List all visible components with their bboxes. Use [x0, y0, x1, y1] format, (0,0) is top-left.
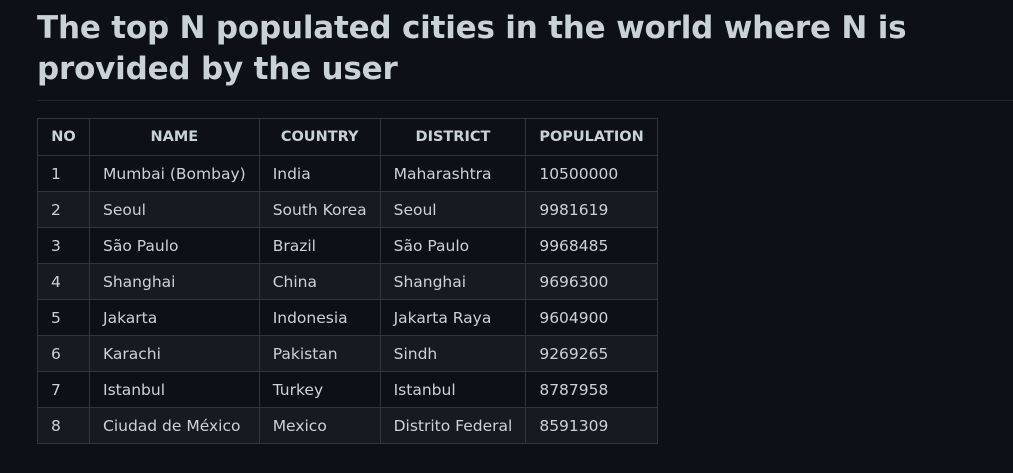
cell-population: 10500000 [525, 155, 658, 192]
cell-population: 8787958 [525, 371, 658, 408]
cell-population: 8591309 [525, 407, 658, 444]
table-row: 7 Istanbul Turkey Istanbul 8787958 [37, 371, 658, 408]
cell-country: India [258, 155, 381, 192]
table-row: 1 Mumbai (Bombay) India Maharashtra 1050… [37, 155, 658, 192]
header-population: POPULATION [525, 118, 658, 156]
cell-name: Istanbul [89, 371, 260, 408]
cell-name: Jakarta [89, 299, 260, 336]
cell-population: 9269265 [525, 335, 658, 372]
table-header-row: NO NAME COUNTRY DISTRICT POPULATION [37, 118, 658, 156]
cell-no: 6 [37, 335, 90, 372]
cell-country: South Korea [258, 191, 381, 228]
cell-population: 9968485 [525, 227, 658, 264]
cell-no: 2 [37, 191, 90, 228]
cell-district: Distrito Federal [379, 407, 527, 444]
cell-country: China [258, 263, 381, 300]
cell-name: Seoul [89, 191, 260, 228]
cell-name: Karachi [89, 335, 260, 372]
table-row: 8 Ciudad de México Mexico Distrito Feder… [37, 407, 658, 444]
cell-name: Mumbai (Bombay) [89, 155, 260, 192]
cell-name: Shanghai [89, 263, 260, 300]
cell-district: Maharashtra [379, 155, 527, 192]
table-row: 4 Shanghai China Shanghai 9696300 [37, 263, 658, 300]
header-no: NO [37, 118, 90, 156]
cell-country: Turkey [258, 371, 381, 408]
cell-no: 1 [37, 155, 90, 192]
table-row: 2 Seoul South Korea Seoul 9981619 [37, 191, 658, 228]
cities-table: NO NAME COUNTRY DISTRICT POPULATION 1 Mu… [37, 118, 658, 444]
cell-district: Shanghai [379, 263, 527, 300]
cell-population: 9696300 [525, 263, 658, 300]
header-district: DISTRICT [379, 118, 527, 156]
cell-no: 7 [37, 371, 90, 408]
cell-population: 9981619 [525, 191, 658, 228]
page-title: The top N populated cities in the world … [37, 0, 1013, 101]
cell-no: 3 [37, 227, 90, 264]
table-row: 6 Karachi Pakistan Sindh 9269265 [37, 335, 658, 372]
cell-country: Indonesia [258, 299, 381, 336]
cell-country: Brazil [258, 227, 381, 264]
cell-no: 4 [37, 263, 90, 300]
cell-district: Jakarta Raya [379, 299, 527, 336]
cell-district: Istanbul [379, 371, 527, 408]
cell-population: 9604900 [525, 299, 658, 336]
cell-no: 8 [37, 407, 90, 444]
cell-name: Ciudad de México [89, 407, 260, 444]
cell-country: Pakistan [258, 335, 381, 372]
cell-name: São Paulo [89, 227, 260, 264]
header-country: COUNTRY [258, 118, 381, 156]
cell-district: São Paulo [379, 227, 527, 264]
cell-district: Seoul [379, 191, 527, 228]
cell-no: 5 [37, 299, 90, 336]
table-row: 3 São Paulo Brazil São Paulo 9968485 [37, 227, 658, 264]
cell-country: Mexico [258, 407, 381, 444]
header-name: NAME [89, 118, 260, 156]
table-row: 5 Jakarta Indonesia Jakarta Raya 9604900 [37, 299, 658, 336]
cell-district: Sindh [379, 335, 527, 372]
